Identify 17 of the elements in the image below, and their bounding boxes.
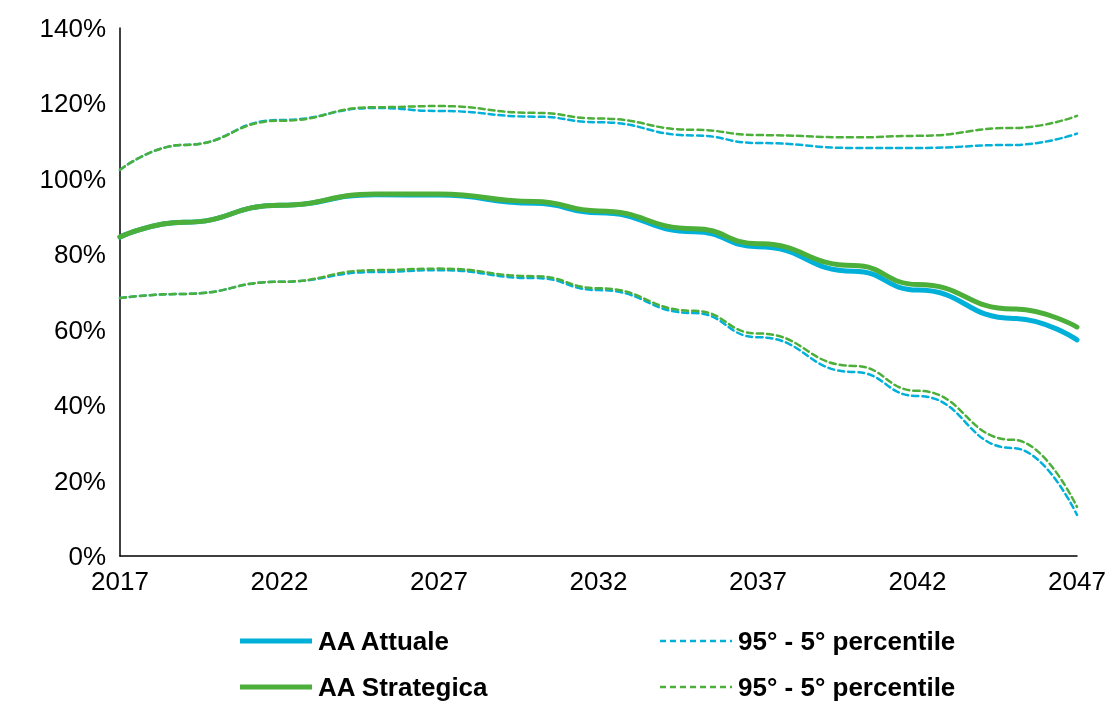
- x-tick-label: 2022: [250, 566, 309, 596]
- x-tick-label: 2047: [1048, 566, 1106, 596]
- y-tick-label: 60%: [53, 314, 106, 345]
- legend-label: 95° - 5° percentile: [738, 626, 956, 656]
- legend-label: AA Strategica: [318, 672, 489, 701]
- y-tick-label: 80%: [53, 239, 106, 270]
- x-tick-label: 2027: [410, 566, 468, 596]
- y-tick-label: 20%: [53, 465, 106, 496]
- y-tick-label: 120%: [39, 88, 106, 119]
- legend-label: 95° - 5° percentile: [738, 672, 956, 701]
- y-tick-label: 100%: [39, 163, 106, 194]
- y-tick-label: 140%: [39, 13, 106, 43]
- x-tick-label: 2042: [888, 566, 947, 596]
- legend-label: AA Attuale: [318, 626, 449, 656]
- x-tick-label: 2037: [729, 566, 787, 596]
- x-tick-label: 2032: [569, 566, 628, 596]
- y-tick-label: 40%: [53, 390, 106, 421]
